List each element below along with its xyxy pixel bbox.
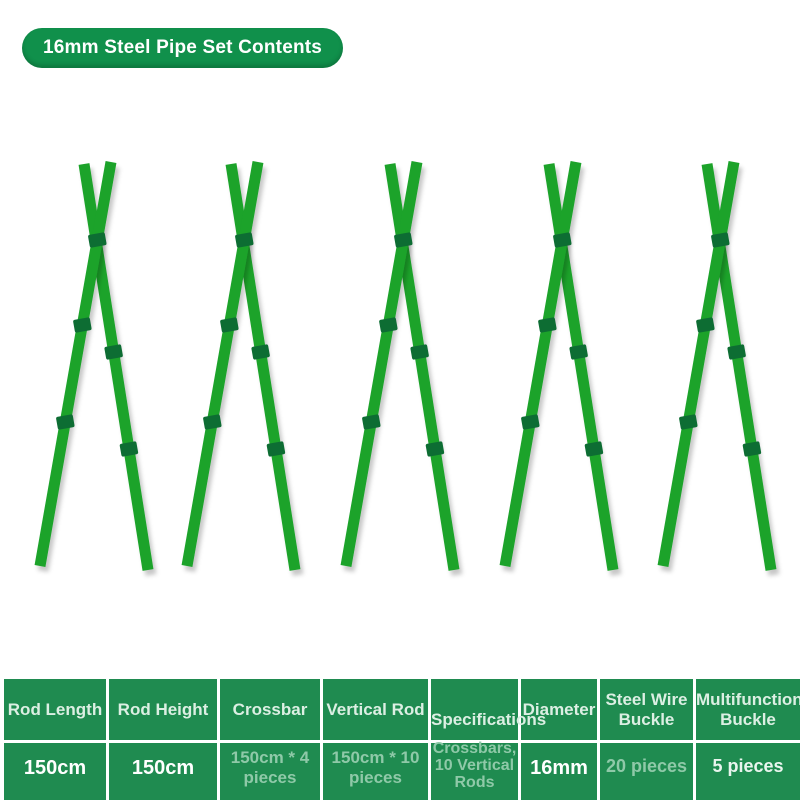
value-multifunctional-buckle: 5 pieces	[696, 743, 800, 800]
value-label: 20 pieces	[605, 756, 688, 776]
title-badge: 16mm Steel Pipe Set Contents	[22, 28, 344, 68]
header-vertical-rod: Vertical Rod	[323, 679, 428, 740]
header-steel-wire-buckle: Steel Wire Buckle	[600, 679, 693, 740]
value-label: 150cm * 4 pieces	[230, 748, 310, 787]
header-label: Multifunctional Buckle	[696, 689, 800, 729]
header-label: Steel Wire Buckle	[605, 689, 688, 729]
value-rod-length: 150cm	[4, 743, 106, 800]
value-vertical-rod: 150cm * 10 pieces	[323, 743, 428, 800]
header-label: Crossbar	[232, 699, 308, 719]
header-label: Specifications	[431, 709, 547, 729]
value-label: 150cm	[23, 757, 87, 779]
header-label: Rod Length	[7, 699, 103, 719]
header-multifunctional-buckle: Multifunctional Buckle	[696, 679, 800, 740]
header-label: Diameter	[522, 699, 596, 719]
value-crossbar: 150cm * 4 pieces	[220, 743, 320, 800]
title-badge-label: 16mm Steel Pipe Set Contents	[43, 37, 323, 58]
value-steel-wire-buckle: 20 pieces	[600, 743, 693, 800]
header-crossbar: Crossbar	[220, 679, 320, 740]
header-rod-height: Rod Height	[109, 679, 217, 740]
value-diameter: 16mm	[521, 743, 597, 800]
value-label: 150cm	[131, 757, 195, 779]
value-label: 150cm * 10 pieces	[331, 748, 420, 787]
value-specifications: 4 Crossbars, 10 Vertical Rods	[431, 723, 518, 800]
spec-table: Rod Length Rod Height Crossbar Vertical …	[0, 679, 800, 800]
header-diameter: Diameter	[521, 679, 597, 740]
header-label: Rod Height	[117, 699, 209, 719]
header-rod-length: Rod Length	[4, 679, 106, 740]
header-specifications: Specifications	[431, 679, 547, 740]
trellis-rods-and-clips	[34, 161, 777, 571]
value-rod-height: 150cm	[109, 743, 217, 800]
value-label: 4 Crossbars, 10 Vertical Rods	[432, 723, 517, 791]
value-label: 5 pieces	[712, 756, 784, 776]
header-label: Vertical Rod	[326, 699, 425, 719]
value-label: 16mm	[530, 757, 588, 779]
